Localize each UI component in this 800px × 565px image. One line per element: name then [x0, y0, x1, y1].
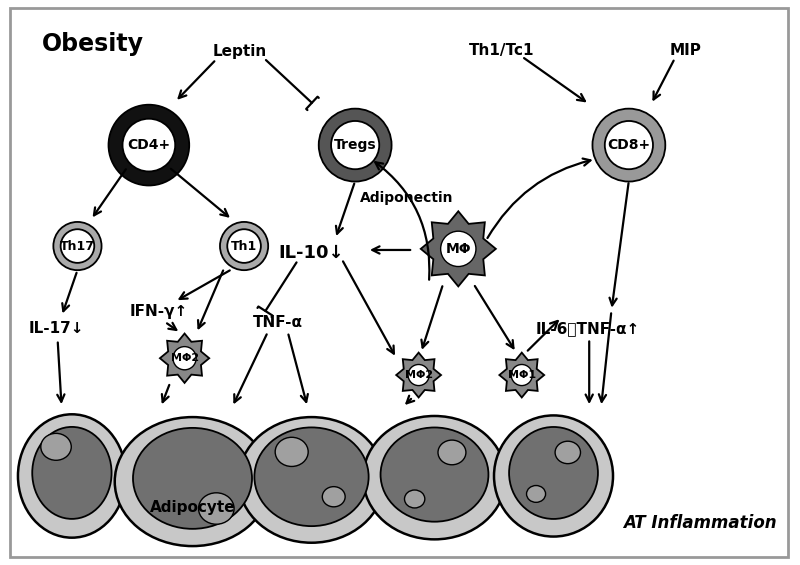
Ellipse shape	[198, 493, 234, 524]
Text: Adiponectin: Adiponectin	[360, 192, 454, 205]
Text: MΦ1: MΦ1	[508, 370, 536, 380]
Ellipse shape	[322, 486, 345, 507]
Polygon shape	[499, 353, 544, 397]
Text: CD8+: CD8+	[607, 138, 650, 152]
Polygon shape	[396, 353, 441, 397]
Text: IL-17↓: IL-17↓	[28, 321, 84, 336]
Ellipse shape	[363, 416, 506, 540]
Ellipse shape	[509, 427, 598, 519]
Ellipse shape	[526, 485, 546, 502]
Ellipse shape	[227, 229, 261, 263]
Ellipse shape	[41, 433, 71, 460]
Ellipse shape	[318, 108, 391, 181]
Text: Th1: Th1	[231, 240, 258, 253]
Ellipse shape	[441, 231, 476, 267]
Ellipse shape	[109, 105, 190, 185]
Ellipse shape	[555, 441, 581, 464]
Ellipse shape	[54, 222, 102, 270]
Ellipse shape	[114, 417, 270, 546]
Text: MΦ2: MΦ2	[170, 353, 198, 363]
Ellipse shape	[275, 437, 308, 467]
Ellipse shape	[593, 108, 666, 181]
Text: Th1/Tc1: Th1/Tc1	[469, 44, 534, 58]
Ellipse shape	[494, 415, 613, 537]
Text: MIP: MIP	[670, 44, 702, 58]
Ellipse shape	[381, 428, 489, 521]
Ellipse shape	[438, 440, 466, 465]
Text: CD4+: CD4+	[127, 138, 170, 152]
Ellipse shape	[408, 364, 429, 385]
Ellipse shape	[18, 414, 126, 538]
Text: TNF-α: TNF-α	[253, 315, 303, 331]
Ellipse shape	[61, 229, 94, 263]
Text: Adipocyte: Adipocyte	[150, 501, 235, 515]
Ellipse shape	[122, 119, 175, 171]
Text: Leptin: Leptin	[213, 44, 267, 59]
Ellipse shape	[605, 121, 653, 169]
Polygon shape	[160, 333, 210, 383]
Ellipse shape	[238, 417, 385, 543]
Text: Obesity: Obesity	[42, 32, 144, 56]
Ellipse shape	[32, 427, 111, 519]
Ellipse shape	[133, 428, 252, 529]
Polygon shape	[421, 211, 496, 286]
Text: Th17: Th17	[60, 240, 95, 253]
Ellipse shape	[173, 346, 196, 370]
Ellipse shape	[254, 427, 369, 526]
FancyBboxPatch shape	[10, 8, 787, 557]
Text: AT Inflammation: AT Inflammation	[623, 514, 777, 532]
Text: MΦ2: MΦ2	[405, 370, 433, 380]
Ellipse shape	[405, 490, 425, 508]
Text: Tregs: Tregs	[334, 138, 377, 152]
Text: IL-6、TNF-α↑: IL-6、TNF-α↑	[535, 321, 640, 336]
Text: IL-10↓: IL-10↓	[278, 244, 344, 262]
Ellipse shape	[331, 121, 379, 169]
Text: MΦ: MΦ	[446, 242, 471, 256]
Ellipse shape	[511, 364, 532, 385]
Text: IFN-γ↑: IFN-γ↑	[130, 304, 188, 319]
Ellipse shape	[220, 222, 268, 270]
